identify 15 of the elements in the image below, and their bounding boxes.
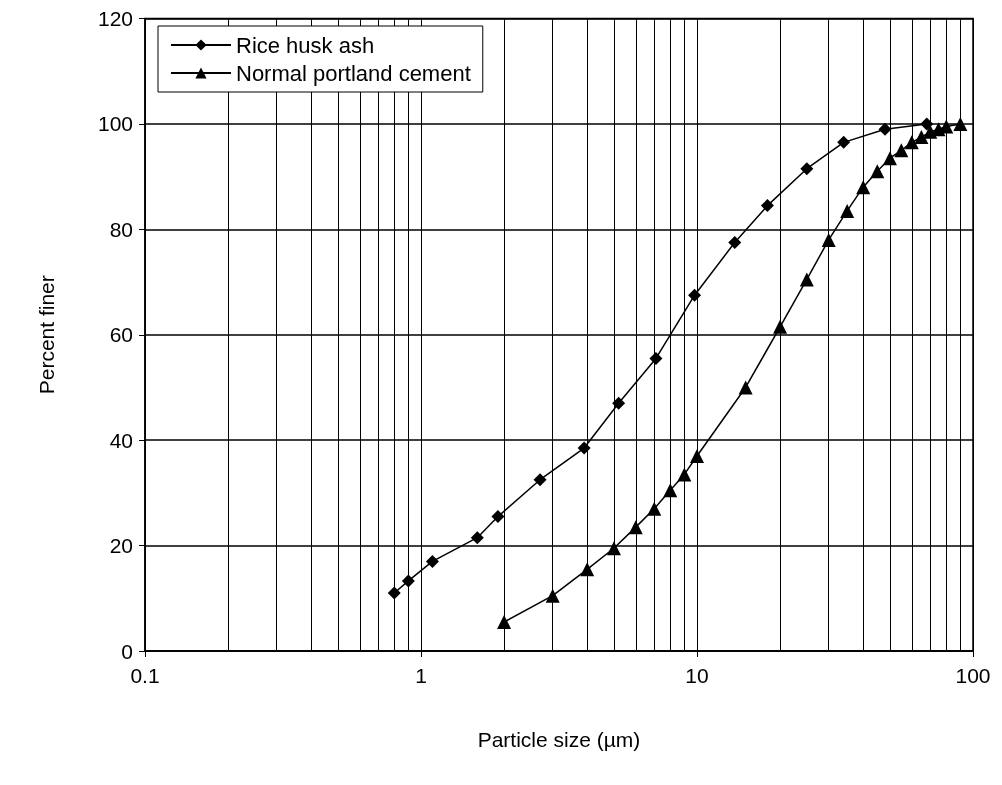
- y-tick-label: 100: [97, 112, 133, 136]
- y-tick-label: 0: [121, 639, 133, 663]
- x-tick-label: 100: [955, 664, 991, 687]
- x-axis-title: Particle size (µm): [477, 728, 641, 751]
- x-tick-label: 1: [415, 664, 427, 687]
- legend-label: Rice husk ash: [236, 32, 375, 58]
- y-tick-label: 120: [97, 7, 133, 30]
- y-tick-label: 60: [109, 323, 133, 347]
- x-tick-label: 10: [685, 664, 709, 687]
- x-tick-label: 0.1: [130, 664, 160, 687]
- y-tick-label: 20: [109, 534, 133, 558]
- y-axis-title: Percent finer: [35, 275, 58, 395]
- legend-label: Normal portland cement: [236, 60, 471, 86]
- y-tick-label: 40: [109, 428, 133, 452]
- y-tick-label: 80: [109, 217, 133, 241]
